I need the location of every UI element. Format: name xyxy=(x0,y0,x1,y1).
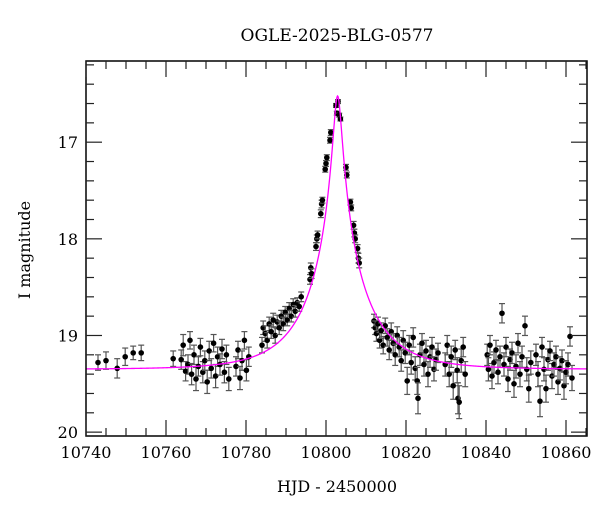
data-point xyxy=(208,358,215,379)
x-tick-label: 10740 xyxy=(61,443,112,462)
data-point xyxy=(241,331,248,350)
x-tick-label: 10780 xyxy=(221,443,272,462)
data-point xyxy=(354,244,361,253)
data-point xyxy=(402,341,409,365)
data-point xyxy=(455,382,461,415)
data-point xyxy=(499,302,505,324)
data-point xyxy=(319,196,326,204)
data-point xyxy=(185,354,191,375)
data-point xyxy=(180,333,187,357)
plot-frame xyxy=(85,60,588,437)
y-axis-label: I magnitude xyxy=(15,201,34,299)
data-point xyxy=(515,332,521,354)
data-point xyxy=(314,230,321,240)
data-point xyxy=(323,159,329,167)
data-point xyxy=(527,350,534,375)
data-point xyxy=(103,351,109,370)
data-point xyxy=(259,336,265,354)
data-point xyxy=(456,385,463,420)
data-point xyxy=(535,360,541,388)
data-point xyxy=(415,382,421,415)
data-point xyxy=(462,360,469,388)
data-point xyxy=(493,339,499,361)
x-tick-label: 10860 xyxy=(541,443,592,462)
data-point xyxy=(270,312,277,328)
x-axis-label: HJD - 2450000 xyxy=(277,477,397,496)
data-point xyxy=(569,364,575,392)
data-point xyxy=(130,345,137,361)
x-tick-label: 10800 xyxy=(301,443,352,462)
data-point xyxy=(322,165,329,173)
data-point xyxy=(404,366,411,396)
axes: 10740 10760 10780 10800 10820 10840 10860 17 18 1… xyxy=(58,60,592,462)
data-point xyxy=(565,352,571,377)
data-point xyxy=(539,336,545,358)
data-point xyxy=(537,385,543,418)
data-point xyxy=(95,354,101,371)
data-point xyxy=(543,374,549,403)
data-point xyxy=(410,327,417,348)
data-point xyxy=(519,345,525,368)
y-tick-label: 19 xyxy=(58,326,78,345)
data-point xyxy=(323,154,330,162)
data-point xyxy=(398,349,405,372)
x-tick-label: 10840 xyxy=(461,443,512,462)
data-point xyxy=(495,360,501,385)
data-point xyxy=(225,366,232,392)
x-tick-label: 10820 xyxy=(381,443,432,462)
data-point xyxy=(327,136,333,144)
data-point xyxy=(298,291,305,303)
data-point xyxy=(292,304,299,318)
data-point xyxy=(452,339,459,361)
data-point xyxy=(522,315,528,337)
data-point xyxy=(485,357,492,382)
chart-title: OGLE-2025-BLG-0577 xyxy=(241,26,434,46)
data-point xyxy=(197,337,204,357)
data-point xyxy=(487,334,493,356)
data-point xyxy=(235,340,241,360)
y-tick-label: 18 xyxy=(58,230,78,249)
data-point xyxy=(191,344,197,366)
data-point xyxy=(276,320,283,336)
data-point xyxy=(460,336,467,358)
data-point xyxy=(122,347,129,367)
data-point xyxy=(450,371,457,400)
data-point xyxy=(170,350,177,368)
data-point xyxy=(219,338,225,360)
x-tick-label: 10760 xyxy=(141,443,192,462)
y-tick-label: 20 xyxy=(58,423,78,442)
data-point xyxy=(187,331,193,350)
y-tick-label: 17 xyxy=(58,133,78,152)
data-point xyxy=(503,336,509,358)
data-point xyxy=(567,326,573,347)
model-curve xyxy=(86,94,587,370)
data-point xyxy=(555,368,561,396)
plot-area xyxy=(86,94,587,420)
data-point xyxy=(348,204,355,212)
data-point xyxy=(223,344,230,366)
data-point xyxy=(525,374,532,403)
data-point xyxy=(444,334,451,356)
data-point xyxy=(317,209,324,219)
data-point xyxy=(210,333,217,353)
data-point xyxy=(435,342,441,364)
data-point xyxy=(313,242,319,252)
data-point xyxy=(138,344,145,362)
data-point xyxy=(425,360,431,388)
